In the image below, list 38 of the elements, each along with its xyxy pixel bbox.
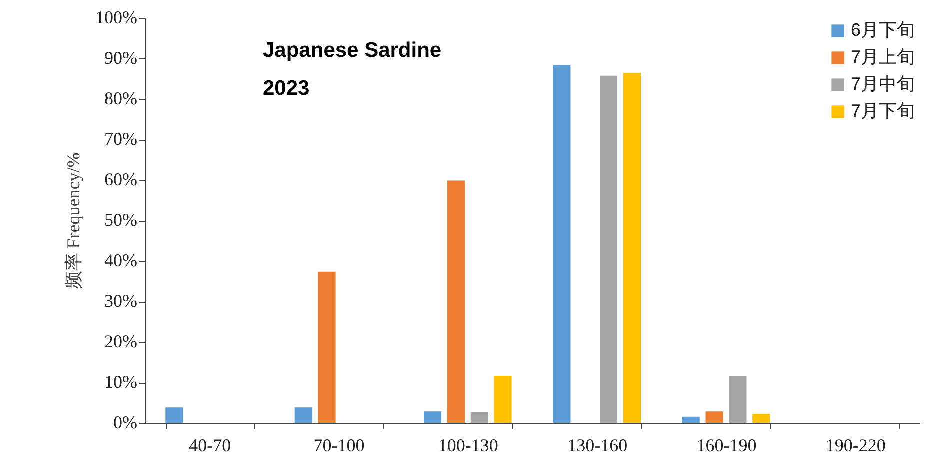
y-tick-label: 40% <box>104 250 138 270</box>
legend-label: 7月上旬 <box>851 47 916 67</box>
bar <box>494 376 512 423</box>
legend-label: 7月中旬 <box>851 74 916 94</box>
bar <box>294 408 312 423</box>
annotation: Japanese Sardine <box>263 39 442 62</box>
x-tick-label: 70-100 <box>314 436 365 456</box>
bar <box>706 412 724 423</box>
bar <box>623 73 641 423</box>
bar <box>553 64 571 423</box>
y-tick-label: 10% <box>104 372 138 392</box>
x-tick-label: 160-190 <box>696 436 757 456</box>
legend-label: 6月下旬 <box>851 20 916 40</box>
annotation: 2023 <box>263 77 310 100</box>
y-tick-label: 0% <box>114 412 138 432</box>
y-axis-title: 频率 Frequency/% <box>64 152 84 290</box>
legend-label: 7月下旬 <box>851 101 916 121</box>
x-tick-label: 130-160 <box>568 436 628 456</box>
bar <box>166 408 184 423</box>
bar <box>470 412 488 423</box>
y-tick-label: 70% <box>104 129 138 149</box>
x-tick-label: 100-130 <box>438 436 498 456</box>
bar <box>424 412 442 423</box>
y-tick-label: 30% <box>104 291 138 311</box>
y-tick-label: 20% <box>104 332 138 352</box>
bar <box>318 272 336 423</box>
bar <box>447 180 465 423</box>
y-tick-label: 90% <box>104 48 138 68</box>
bar <box>729 376 747 423</box>
y-tick-label: 100% <box>96 8 138 28</box>
x-tick-label: 190-220 <box>826 436 886 456</box>
bar <box>752 414 770 423</box>
y-tick-label: 60% <box>104 170 138 190</box>
bar <box>600 76 618 423</box>
y-tick-label: 50% <box>104 210 138 230</box>
x-tick-label: 40-70 <box>189 436 232 456</box>
y-tick-label: 80% <box>104 88 138 108</box>
bar <box>682 416 700 423</box>
